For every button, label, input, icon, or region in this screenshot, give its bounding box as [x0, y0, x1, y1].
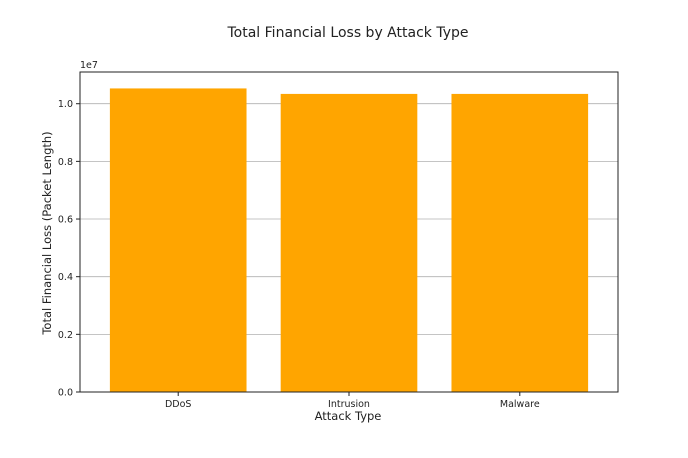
- y-tick-label: 0.8: [58, 157, 73, 168]
- bars-layer: [109, 88, 589, 392]
- x-tick-label: DDoS: [165, 399, 191, 410]
- y-offset-label: 1e7: [80, 60, 98, 71]
- y-axis-label: Total Financial Loss (Packet Length): [40, 131, 54, 335]
- bar-ddos: [109, 88, 247, 392]
- bar-malware: [451, 93, 589, 392]
- x-axis-label: Attack Type: [315, 409, 382, 423]
- chart-title: Total Financial Loss by Attack Type: [227, 25, 469, 41]
- x-tick-label: Malware: [500, 399, 540, 410]
- y-tick-label: 0.6: [58, 215, 73, 226]
- y-tick-label: 0.0: [58, 388, 73, 399]
- x-ticks: DDoS Intrusion Malware: [165, 392, 540, 410]
- y-tick-label: 0.4: [58, 272, 73, 283]
- x-tick-label: Intrusion: [328, 399, 370, 410]
- y-tick-label: 0.2: [58, 330, 73, 341]
- y-ticks: 0.0 0.2 0.4 0.6 0.8 1.0: [58, 99, 80, 399]
- bar-intrusion: [280, 93, 418, 392]
- y-tick-label: 1.0: [58, 99, 73, 110]
